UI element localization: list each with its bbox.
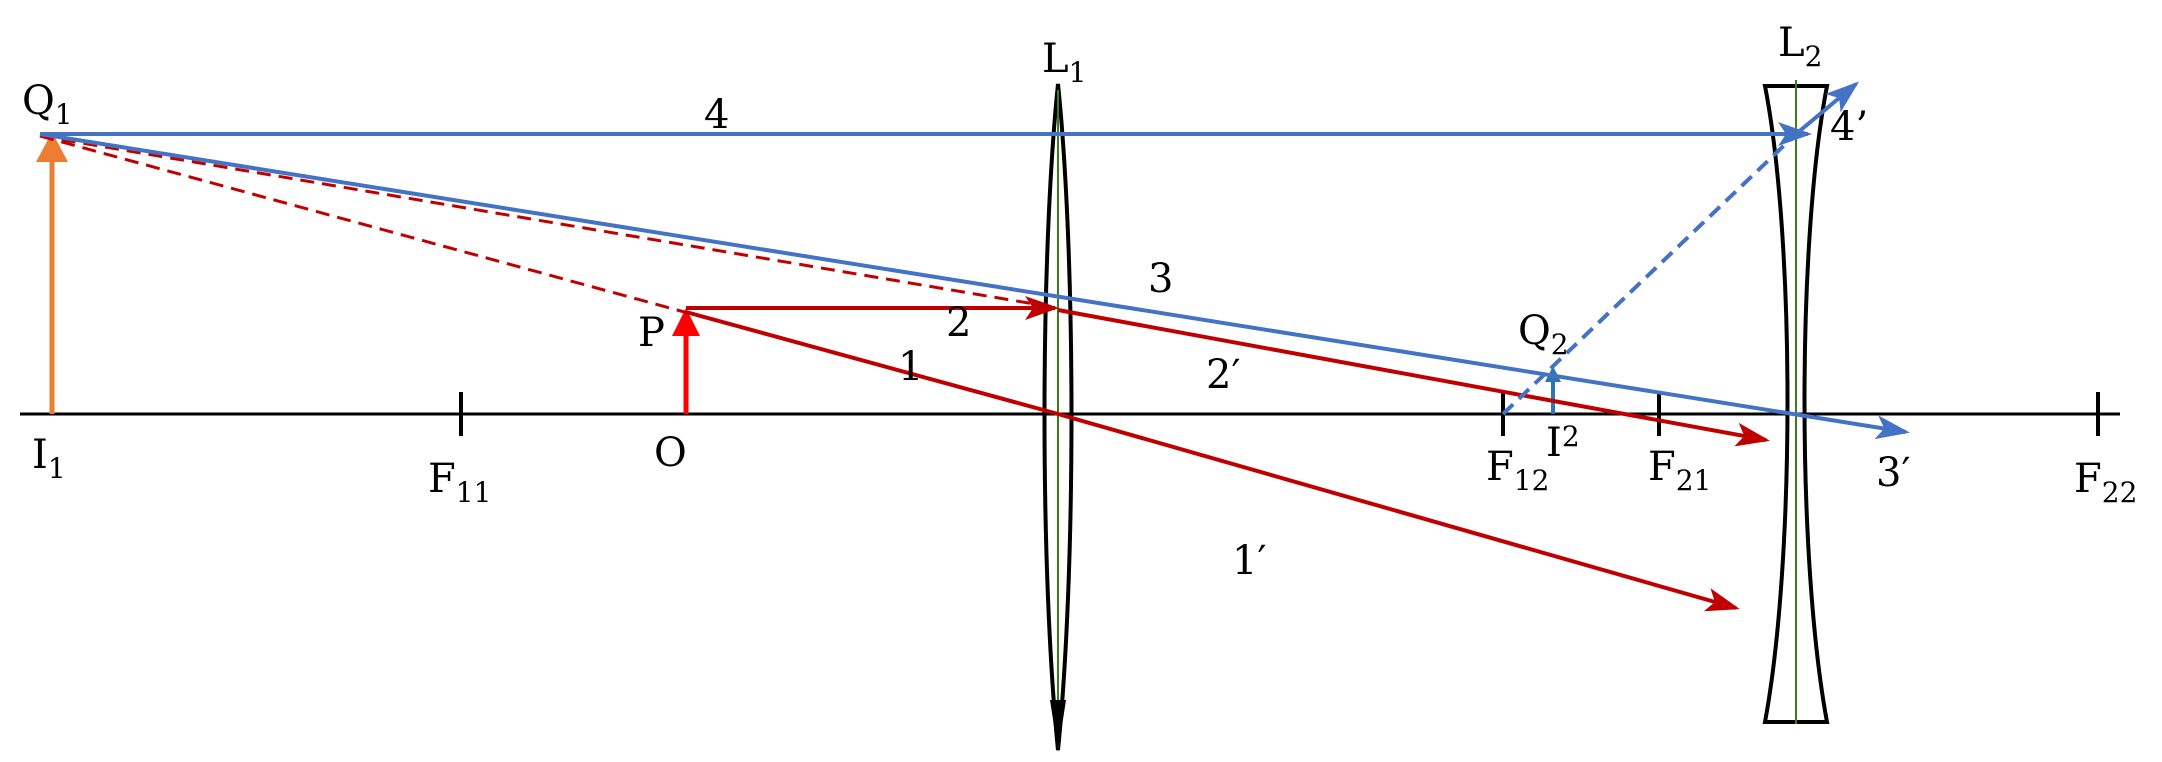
label-ray-1-prime: 1′	[1232, 538, 1267, 584]
label-ray-2-prime: 2′	[1206, 352, 1241, 398]
label-i1: I1	[32, 432, 66, 485]
label-o: O	[654, 430, 687, 476]
ray-1	[685, 310, 1059, 416]
label-ray-4-prime: 4’	[1830, 104, 1868, 150]
ray-2-prime	[1057, 308, 1770, 447]
label-p: P	[638, 310, 665, 356]
label-l2: L2	[1778, 20, 1822, 73]
label-i2: I2	[1546, 420, 1580, 466]
label-ray-3-prime: 3′	[1876, 450, 1911, 496]
biconvex-lens-icon	[1042, 83, 1074, 752]
biconcave-lens-icon	[1762, 80, 1830, 724]
virtual-image-arrow	[36, 132, 68, 414]
label-q1: Q1	[22, 78, 73, 131]
ray-3	[39, 132, 1910, 440]
label-l1: L1	[1042, 36, 1086, 89]
ray-4-prime	[1794, 81, 1860, 136]
label-ray-2: 2	[946, 300, 971, 346]
label-f11: F11	[428, 456, 491, 509]
label-q2: Q2	[1518, 308, 1569, 361]
label-f12: F12	[1486, 444, 1549, 497]
label-ray-4: 4	[704, 92, 729, 138]
label-ray-3: 3	[1148, 256, 1173, 302]
label-f22: F22	[2074, 456, 2137, 509]
ray-4-prime-virtual-extension	[1501, 132, 1798, 416]
ray-2-virtual-extension	[39, 134, 1059, 310]
label-f21: F21	[1648, 444, 1711, 497]
ray-1-prime	[1057, 412, 1740, 612]
object-arrow	[672, 308, 700, 414]
label-ray-1: 1	[898, 344, 923, 390]
